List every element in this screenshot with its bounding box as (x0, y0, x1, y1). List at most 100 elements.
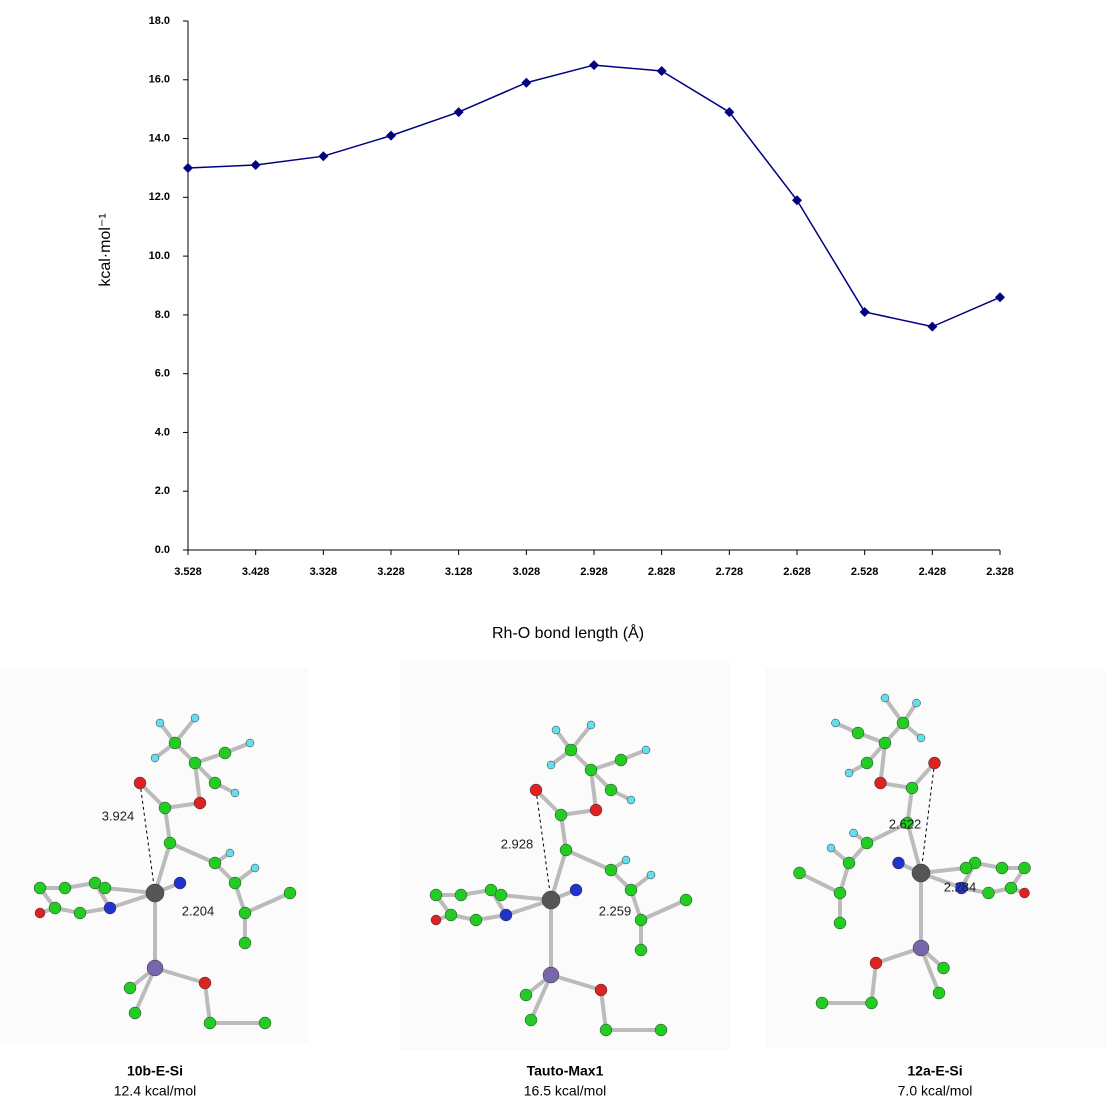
point (521, 78, 531, 88)
y-tick-label: 4.0 (155, 426, 170, 438)
atom (647, 871, 655, 879)
y-tick-label: 16.0 (149, 74, 170, 86)
atom (983, 887, 995, 899)
atom (625, 884, 637, 896)
structure-name: 12a-E-Si (907, 1063, 962, 1079)
atom (34, 882, 46, 894)
atom (627, 796, 635, 804)
atom (445, 909, 457, 921)
x-tick-label: 2.728 (716, 566, 744, 578)
point (251, 160, 261, 170)
atom (156, 719, 164, 727)
line (188, 65, 1000, 327)
y-tick-label: 2.0 (155, 485, 170, 497)
atom (169, 737, 181, 749)
atom (881, 694, 889, 702)
y-tick-label: 8.0 (155, 309, 170, 321)
atom (852, 727, 864, 739)
y-tick-label: 14.0 (149, 132, 170, 144)
atom (912, 864, 930, 882)
atom (834, 917, 846, 929)
y-axis-title: kcal·mol⁻¹ (97, 213, 114, 286)
atom (879, 737, 891, 749)
atom (226, 849, 234, 857)
atom (929, 757, 941, 769)
atom (587, 721, 595, 729)
atom (827, 844, 835, 852)
distance-label: 2.622 (889, 816, 922, 831)
atom (525, 1014, 537, 1026)
atom (595, 984, 607, 996)
atom (219, 747, 231, 759)
atom (229, 877, 241, 889)
atom (74, 907, 86, 919)
x-tick-label: 3.328 (310, 566, 338, 578)
atom (565, 744, 577, 756)
atom (816, 997, 828, 1009)
distance-label: 2.284 (944, 879, 977, 894)
atom (850, 829, 858, 837)
x-tick-label: 2.628 (783, 566, 811, 578)
atom (35, 908, 45, 918)
atom (129, 1007, 141, 1019)
atom (151, 754, 159, 762)
x-tick-label: 3.528 (174, 566, 202, 578)
x-tick-label: 3.228 (377, 566, 405, 578)
y-tick-label: 12.0 (149, 191, 170, 203)
x-tick-label: 2.428 (919, 566, 947, 578)
atom (861, 757, 873, 769)
atom (605, 784, 617, 796)
atom (655, 1024, 667, 1036)
atom (680, 894, 692, 906)
atom (913, 699, 921, 707)
y-tick-label: 0.0 (155, 544, 170, 556)
atom (960, 862, 972, 874)
atom (913, 940, 929, 956)
atom (146, 884, 164, 902)
panel (0, 668, 308, 1043)
x-tick-label: 2.528 (851, 566, 879, 578)
atom (547, 761, 555, 769)
atom (194, 797, 206, 809)
x-tick-label: 3.028 (513, 566, 541, 578)
atom (917, 734, 925, 742)
atom (124, 982, 136, 994)
atom (843, 857, 855, 869)
atom (104, 902, 116, 914)
atom (159, 802, 171, 814)
atom (199, 977, 211, 989)
atom (239, 937, 251, 949)
atom (861, 837, 873, 849)
y-tick-label: 10.0 (149, 250, 170, 262)
distance-label: 3.924 (102, 808, 135, 823)
atom (246, 739, 254, 747)
atom (875, 777, 887, 789)
atom (500, 909, 512, 921)
y-tick-label: 6.0 (155, 368, 170, 380)
atom (605, 864, 617, 876)
structure-energy: 12.4 kcal/mol (114, 1083, 196, 1099)
atom (470, 914, 482, 926)
atom (832, 719, 840, 727)
atom (209, 777, 221, 789)
atom (600, 1024, 612, 1036)
atom (570, 884, 582, 896)
atom (552, 726, 560, 734)
structure-energy: 7.0 kcal/mol (898, 1083, 973, 1099)
atom (251, 864, 259, 872)
atom (845, 769, 853, 777)
x-axis-title: Rh-O bond length (Å) (492, 623, 644, 642)
atom (866, 997, 878, 1009)
atom (1020, 888, 1030, 898)
structures (0, 660, 1105, 1050)
atom (938, 962, 950, 974)
atom (259, 1017, 271, 1029)
x-tick-label: 2.328 (986, 566, 1014, 578)
atom (49, 902, 61, 914)
atom (870, 957, 882, 969)
atom (147, 960, 163, 976)
point (454, 107, 464, 117)
y-tick-label: 18.0 (149, 15, 170, 27)
distance-label: 2.259 (599, 903, 632, 918)
atom (191, 714, 199, 722)
